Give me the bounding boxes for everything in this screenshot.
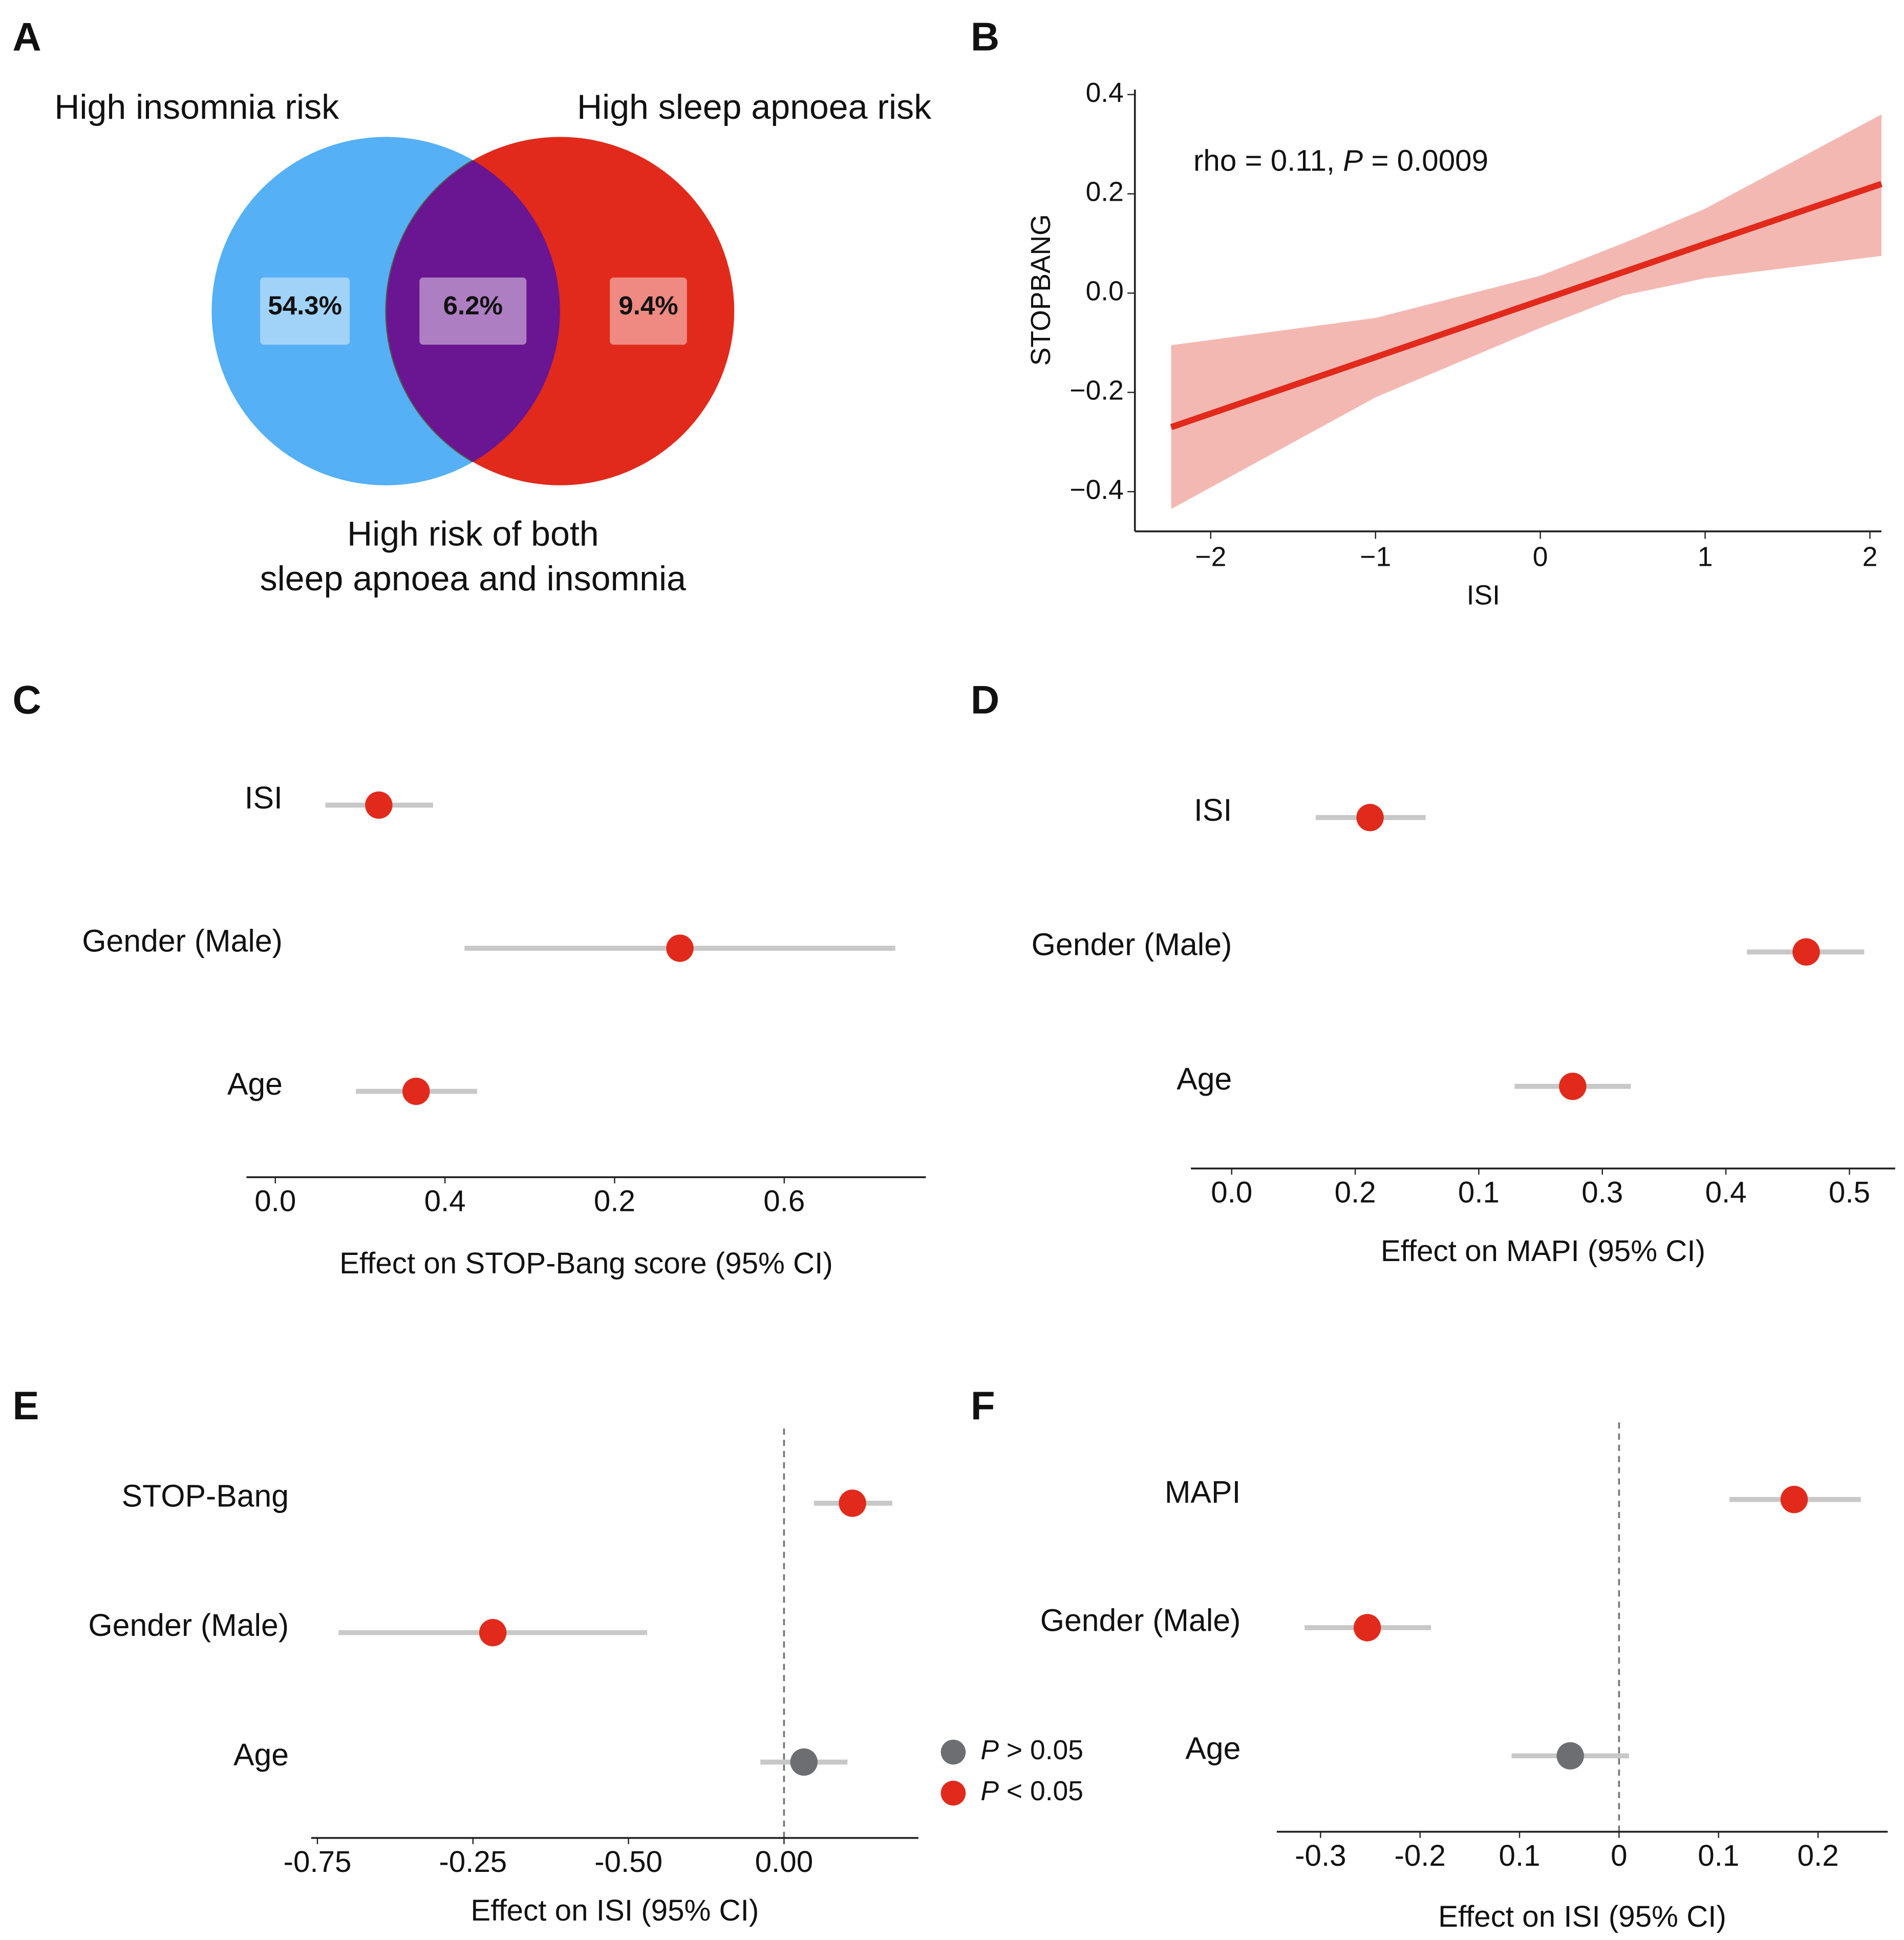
set-label: High insomnia risk [54,88,339,126]
y-category-label: Gender (Male) [82,923,283,958]
y-category-label: Gender (Male) [1040,1603,1241,1637]
panel-label: F [971,1384,995,1428]
annotation: rho = 0.11, P = 0.0009 [1193,144,1488,178]
x-tick-label: 0.2 [594,1185,635,1218]
y-category-label: STOP-Bang [122,1478,289,1513]
x-tick-label: -0.3 [1295,1839,1346,1872]
overlap-caption: sleep apnoea and insomnia [260,559,686,598]
annotation-part: rho = 0.11, [1193,144,1343,178]
x-axis-label: Effect on ISI (95% CI) [1438,1900,1726,1933]
estimate-point [1353,1614,1381,1641]
annotation-part: P [1343,144,1363,178]
estimate-point [1792,938,1820,966]
y-category-label: Age [233,1737,289,1772]
y-category-label: ISI [245,780,283,815]
x-tick-label: 0.0 [254,1185,296,1218]
y-tick-label: −0.2 [1069,375,1124,406]
x-tick-label: 0.00 [755,1845,814,1879]
panel-label: D [971,678,999,722]
legend-symbol: P [980,1776,999,1806]
panel-label: A [13,15,41,59]
legend-text: < 0.05 [999,1776,1083,1806]
legend-symbol: P [980,1735,999,1765]
y-category-label: Gender (Male) [1032,927,1232,962]
estimate-point [365,791,393,819]
estimate-point [839,1489,866,1517]
x-tick-label: −1 [1360,542,1391,572]
x-axis-label: Effect on ISI (95% CI) [470,1894,759,1927]
estimate-point [1556,1742,1584,1770]
set-label: High sleep apnoea risk [577,88,932,126]
region-label-box [260,277,350,345]
x-tick-label: 0.5 [1829,1176,1870,1209]
overlap-caption: High risk of both [347,514,599,553]
y-tick-label: 0.2 [1086,177,1124,207]
panel-label: E [13,1384,39,1428]
estimate-point [479,1618,507,1647]
overlap [385,137,560,485]
x-tick-label: 0.6 [763,1185,805,1218]
confidence-band [1171,114,1882,509]
legend-label: P > 0.05 [980,1735,1083,1765]
estimate-point [790,1748,818,1776]
legend-label: P < 0.05 [980,1776,1083,1806]
y-category-label: Gender (Male) [88,1608,289,1643]
estimate-point [402,1077,430,1105]
x-tick-label: 0.3 [1581,1176,1623,1209]
y-category-label: MAPI [1165,1475,1241,1509]
y-tick-label: 0.0 [1086,276,1124,307]
x-tick-label: 0.2 [1798,1839,1839,1872]
x-tick-label: 0.1 [1458,1176,1500,1209]
legend-text: > 0.05 [999,1735,1083,1765]
panel-label: C [13,678,41,722]
x-tick-label: −2 [1195,542,1226,572]
x-tick-label: 0.2 [1335,1176,1376,1209]
estimate-point [1356,804,1384,832]
x-tick-label: 0.1 [1698,1839,1739,1872]
y-category-label: Age [1176,1061,1232,1096]
region-label-box [419,277,527,345]
x-tick-label: 0.0 [1211,1176,1252,1209]
y-tick-label: 0.4 [1086,78,1124,108]
estimate-point [1780,1485,1808,1513]
fit-line [1170,181,1882,430]
estimate-point [1559,1073,1587,1100]
x-tick-label: 0.4 [424,1185,466,1218]
legend-marker [940,1739,966,1765]
annotation-part: = 0.0009 [1363,144,1488,178]
region-label: 54.3% [268,291,342,320]
x-tick-label: 0.1 [1499,1839,1541,1872]
x-axis-label: ISI [1467,581,1500,611]
estimate-point [666,934,694,962]
x-tick-label: -0.75 [284,1845,352,1879]
x-tick-label: 2 [1863,542,1878,572]
x-tick-label: 0 [1611,1839,1627,1872]
x-tick-label: 0.4 [1705,1176,1747,1209]
x-axis-label: Effect on MAPI (95% CI) [1381,1234,1705,1268]
x-tick-label: 0 [1533,542,1548,572]
y-tick-label: −0.4 [1069,475,1124,505]
x-tick-label: 1 [1698,542,1713,572]
y-category-label: Age [1185,1731,1240,1766]
x-tick-label: -0.25 [439,1845,507,1879]
panel-label: B [971,15,999,59]
x-tick-label: -0.50 [594,1845,662,1879]
region-label-box [610,277,687,345]
y-category-label: Age [227,1067,283,1101]
x-axis-label: Effect on STOP-Bang score (95% CI) [339,1247,833,1280]
x-tick-label: -0.2 [1394,1839,1445,1872]
legend-marker [940,1780,966,1806]
y-axis-label: STOPBANG [1026,214,1056,366]
region-label: 6.2% [443,291,503,320]
region-label: 9.4% [618,291,678,320]
y-category-label: ISI [1194,793,1232,827]
